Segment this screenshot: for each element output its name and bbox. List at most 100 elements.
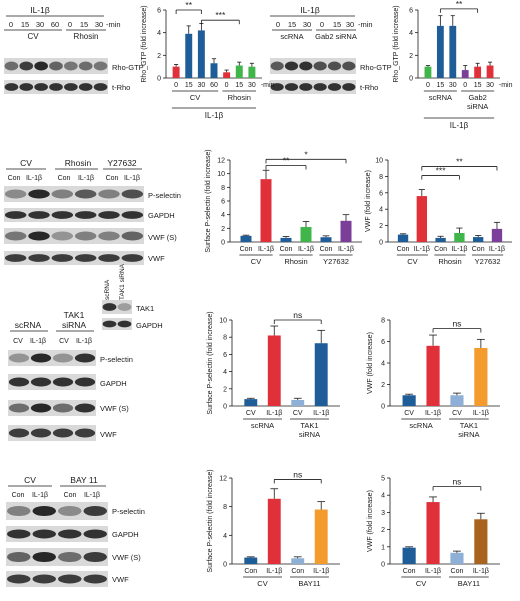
- y-tick-label: 6: [409, 8, 413, 15]
- x-tick-label: IL-1β: [451, 246, 467, 253]
- row-label: VWF: [100, 430, 117, 439]
- treatment-label: IL-1β: [205, 111, 224, 120]
- chart-vwf_bay: 0 1 2 3 4 5 VWF (fold increase) Con IL-1β Con IL-1…: [367, 476, 500, 588]
- blot-band: [58, 551, 82, 563]
- bar: [244, 557, 258, 564]
- y-tick-label: 1: [381, 544, 385, 551]
- group-label: scRNA: [251, 421, 274, 430]
- y-tick-label: 8: [379, 174, 383, 181]
- x-tick-label: IL-1β: [425, 410, 441, 417]
- y-tick-label: 10: [217, 171, 225, 178]
- y-axis-label: VWF (fold increase): [367, 490, 374, 552]
- x-tick-label: Con: [244, 568, 257, 575]
- x-tick-label: 30: [197, 82, 205, 89]
- x-tick-label: Con: [434, 246, 447, 253]
- y-tick-label: 2: [381, 382, 385, 389]
- blot-band: [7, 529, 31, 539]
- blot-band: [313, 61, 327, 71]
- x-tick-label: 15: [474, 82, 482, 89]
- row-label: t-Rho: [112, 83, 130, 92]
- row-label: P-selectin: [100, 355, 133, 364]
- bar: [474, 347, 488, 406]
- blot-strip: [6, 502, 108, 520]
- blot-band: [313, 83, 327, 91]
- y-tick-label: 4: [409, 30, 413, 37]
- group-label: Rhosin: [74, 32, 99, 41]
- group-label: scRNA: [409, 421, 432, 430]
- y-tick-label: 0: [409, 76, 413, 83]
- blot-band: [32, 551, 56, 563]
- blot-band: [4, 254, 27, 262]
- bar: [267, 498, 281, 564]
- blot-band: [121, 189, 144, 199]
- blot-band: [4, 231, 27, 241]
- bar: [260, 179, 272, 242]
- blot-strip: [6, 526, 108, 542]
- x-tick-label: IL-1β: [258, 246, 274, 253]
- x-tick-label: Con: [397, 246, 410, 253]
- time-label: 0: [68, 20, 72, 29]
- group-label-line: TAK1: [300, 421, 318, 430]
- y-tick-label: 8: [221, 185, 225, 192]
- x-tick-label: 30: [248, 82, 256, 89]
- blot-band: [19, 83, 34, 91]
- group-label: Rhosin: [65, 158, 92, 168]
- bar: [197, 30, 205, 78]
- row-label: GAPDH: [112, 530, 139, 539]
- time-label: 15: [21, 20, 29, 29]
- x-tick-label: 15: [235, 82, 243, 89]
- y-tick-label: 4: [223, 533, 227, 540]
- group-label: TAK1 siRNA: [458, 421, 479, 439]
- group-label: TAK1 siRNA: [62, 310, 86, 330]
- y-tick-label: 4: [381, 493, 385, 500]
- bar: [474, 66, 482, 78]
- significance-label: **: [185, 0, 192, 10]
- blot-panel-bay11: CV BAY 11 Con IL-1β Con IL-1β P-selectin GAPDH V…: [6, 475, 145, 587]
- blot-band: [342, 61, 356, 71]
- bar: [486, 65, 494, 78]
- group-label-line: siRNA: [467, 102, 488, 111]
- blot-band: [51, 231, 74, 241]
- bar: [291, 399, 305, 406]
- y-tick-label: 2: [157, 53, 161, 60]
- blot-band: [4, 83, 19, 91]
- lane-label: IL-1β: [78, 175, 94, 182]
- inset-blot-strip: [102, 300, 132, 314]
- blot-background: [8, 350, 96, 366]
- blot-band: [52, 377, 74, 387]
- time-label: 15: [288, 20, 296, 29]
- group-label: BAY11: [298, 579, 320, 588]
- blot-band: [52, 353, 74, 363]
- blot-band: [74, 189, 97, 199]
- x-tick-label: IL-1β: [473, 410, 489, 417]
- time-label: 30: [36, 20, 44, 29]
- x-tick-label: Con: [451, 568, 464, 575]
- y-tick-label: 0: [223, 562, 227, 569]
- lane-label: Con: [8, 175, 21, 182]
- unit-label: -min: [358, 20, 373, 29]
- blot-band: [299, 61, 313, 71]
- blot-band: [4, 189, 27, 199]
- group-label: Rhosin: [228, 93, 251, 102]
- y-tick-label: 10: [219, 318, 227, 325]
- x-tick-label: Con: [320, 246, 333, 253]
- blot-strip: [4, 251, 144, 265]
- x-tick-label: IL-1β: [473, 568, 489, 575]
- unit-label: -min: [261, 82, 275, 89]
- blot-band: [52, 428, 74, 438]
- bar: [402, 547, 416, 564]
- blot-band: [28, 211, 50, 219]
- bar: [291, 558, 305, 564]
- y-axis-label: Rho_GTP (fold increase): [393, 5, 400, 82]
- group-label: CV: [416, 579, 426, 588]
- x-tick-label: 15: [185, 82, 193, 89]
- x-tick-label: 15: [436, 82, 444, 89]
- group-label: Y27632: [107, 158, 137, 168]
- group-label: CV: [190, 93, 200, 102]
- unit-label: -min: [499, 82, 513, 89]
- y-tick-label: 2: [221, 226, 225, 233]
- blot-strip: [6, 571, 108, 587]
- y-axis-label: Surface P-selectin (fold increase): [207, 311, 214, 414]
- blot-band: [8, 428, 30, 438]
